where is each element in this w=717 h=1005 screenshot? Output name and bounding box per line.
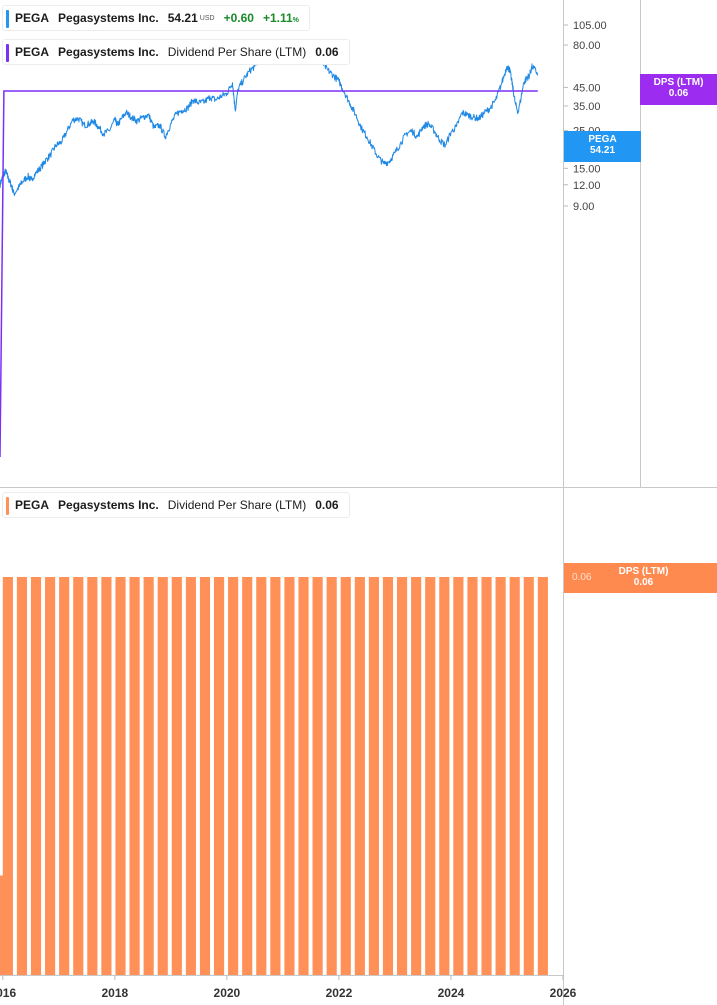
legend-price-ticker: PEGA xyxy=(15,11,50,25)
legend-price-change-pct-value: +1.11 xyxy=(262,11,293,25)
dps-bar xyxy=(129,577,140,975)
dps-bar xyxy=(354,577,365,975)
dps-bar xyxy=(397,577,408,975)
dps-bar xyxy=(425,577,436,975)
y-tick-label: 35.00 xyxy=(573,101,601,113)
dps-bottom-tag: 0.06 DPS (LTM) 0.06 xyxy=(564,563,717,593)
legend-dps-top-value: 0.06 xyxy=(315,45,339,59)
y-tick-label: 12.00 xyxy=(573,180,601,192)
dps-bars xyxy=(0,577,548,975)
dps-bar xyxy=(284,577,295,975)
dps-bottom-tag-label: DPS (LTM) xyxy=(618,566,669,577)
dps-bar xyxy=(59,577,70,975)
x-tick-label: 2022 xyxy=(326,986,353,1000)
x-tick-label: 2026 xyxy=(550,986,577,1000)
dps-bar xyxy=(185,577,196,975)
dps-bar xyxy=(45,577,56,975)
dps-bar xyxy=(2,577,13,975)
chart-lines xyxy=(0,48,539,458)
dps-bar xyxy=(509,577,520,975)
legend-dps-bottom-company: Pegasystems Inc. xyxy=(58,498,159,512)
dps-bar xyxy=(270,577,281,975)
dps-bar xyxy=(467,577,478,975)
dps-bar xyxy=(16,577,28,975)
legend-dps-top[interactable]: PEGA Pegasystems Inc. Dividend Per Share… xyxy=(2,39,350,65)
x-tick-label: 2018 xyxy=(101,986,128,1000)
dps-bar xyxy=(411,577,422,975)
dps-bar xyxy=(481,577,492,975)
legend-price-change: +0.60 xyxy=(223,11,254,25)
dps-bar xyxy=(439,577,450,975)
dps-top-tag: DPS (LTM) 0.06 xyxy=(640,74,717,105)
price-tag-value: 54.21 xyxy=(589,145,616,156)
price-line xyxy=(0,48,539,196)
dps-bar xyxy=(242,577,253,975)
dps-bar xyxy=(368,577,379,975)
dps-bar xyxy=(495,577,506,975)
dps-bar xyxy=(298,577,309,975)
legend-price-change-pct: +1.11% xyxy=(263,11,299,25)
dps-bar xyxy=(199,577,211,975)
legend-dps-bottom-swatch xyxy=(6,497,9,515)
legend-dps-top-company: Pegasystems Inc. xyxy=(58,45,159,59)
legend-price-currency: USD xyxy=(199,14,215,22)
legend-dps-bottom-ticker: PEGA xyxy=(15,498,50,512)
y-tick-label: 9.00 xyxy=(573,201,594,213)
x-tick-label: 2020 xyxy=(214,986,241,1000)
price-tag-label: PEGA xyxy=(588,134,617,145)
dps-bar xyxy=(453,577,464,975)
dps-bar xyxy=(340,577,351,975)
legend-dps-bottom[interactable]: PEGA Pegasystems Inc. Dividend Per Share… xyxy=(2,492,350,518)
dps-bar xyxy=(537,577,548,975)
dps-line xyxy=(0,90,538,458)
legend-price-pct-sign: % xyxy=(292,17,299,24)
dps-bar xyxy=(523,577,534,975)
legend-price-swatch xyxy=(6,10,9,28)
dps-bar xyxy=(73,577,84,975)
y-tick-label: 105.00 xyxy=(573,20,607,32)
x-tick-label: 2024 xyxy=(438,986,465,1000)
legend-dps-top-ticker: PEGA xyxy=(15,45,50,59)
dps-bar xyxy=(312,577,323,975)
dps-bottom-tag-value: 0.06 xyxy=(633,577,654,588)
y-tick-label: 45.00 xyxy=(573,82,601,94)
dps-bar xyxy=(30,577,42,975)
dps-bar xyxy=(115,577,126,975)
x-tick-label: 2016 xyxy=(0,986,16,1000)
dps-bar xyxy=(213,577,225,975)
y-tick-label: 15.00 xyxy=(573,163,601,175)
dps-top-tag-value: 0.06 xyxy=(668,88,689,99)
legend-dps-top-metric: Dividend Per Share (LTM) xyxy=(167,45,307,59)
dps-bar xyxy=(143,577,154,975)
dps-bar xyxy=(171,577,182,975)
dps-bar xyxy=(228,577,239,975)
legend-dps-top-swatch xyxy=(6,44,9,62)
dps-bar xyxy=(101,577,112,975)
dps-bar xyxy=(326,577,337,975)
legend-dps-bottom-metric: Dividend Per Share (LTM) xyxy=(167,498,307,512)
dps-top-tag-label: DPS (LTM) xyxy=(653,77,704,88)
dps-bar xyxy=(382,577,394,975)
dps-bottom-axis-value: 0.06 xyxy=(572,572,592,583)
dps-bar xyxy=(157,577,168,975)
legend-price[interactable]: PEGA Pegasystems Inc. 54.21 USD +0.60 +1… xyxy=(2,5,310,31)
dps-bar xyxy=(256,577,267,975)
legend-price-company: Pegasystems Inc. xyxy=(58,11,159,25)
legend-price-value: 54.21 xyxy=(167,11,198,25)
price-tag: PEGA 54.21 xyxy=(564,131,641,162)
legend-dps-bottom-value: 0.06 xyxy=(315,498,339,512)
dps-bar xyxy=(87,577,98,975)
y-tick-label: 80.00 xyxy=(573,40,601,52)
